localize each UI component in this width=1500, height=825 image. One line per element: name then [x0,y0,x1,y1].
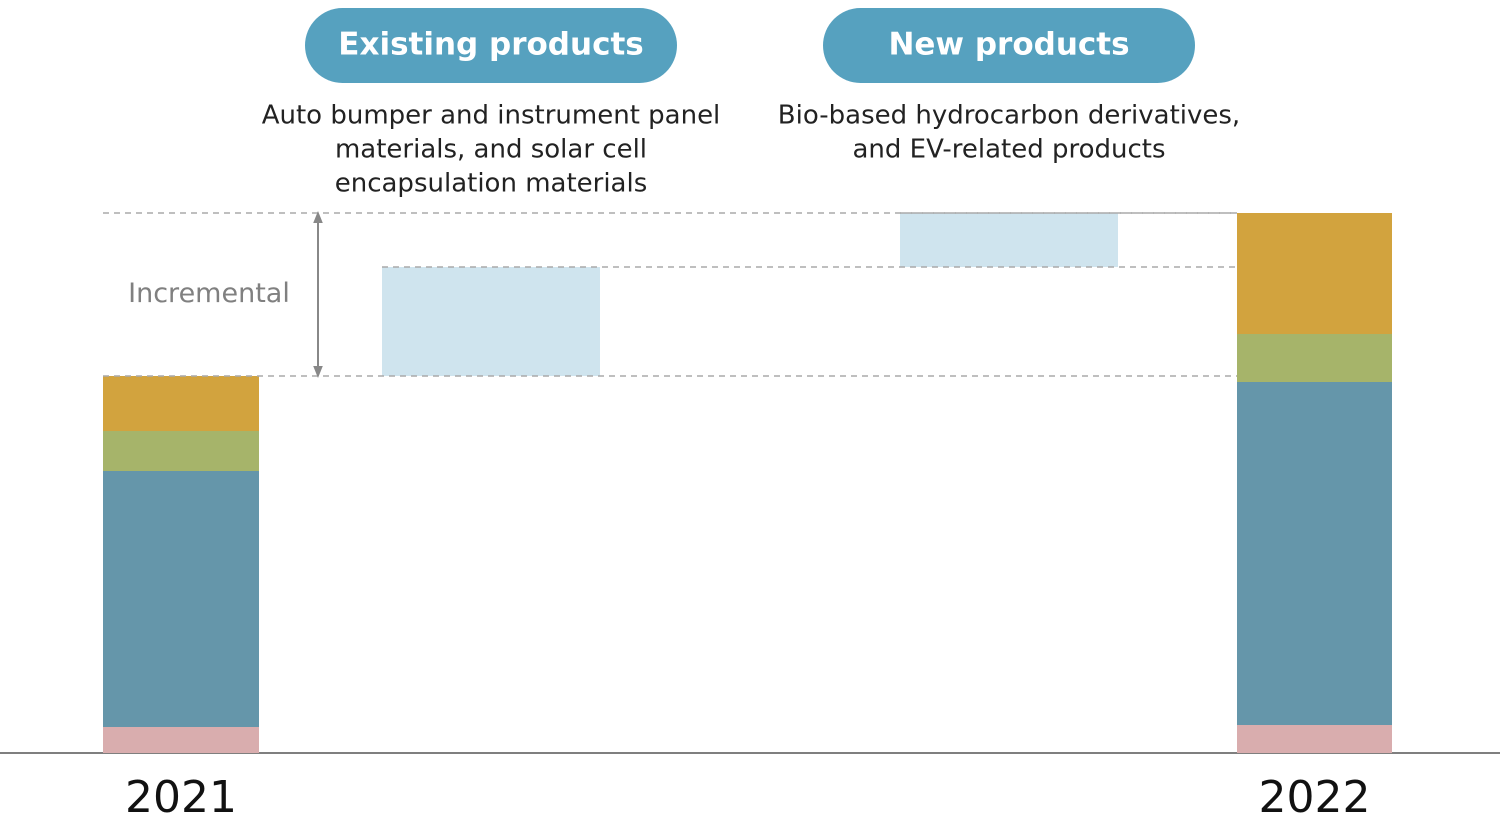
category-label: Existing products [338,27,643,63]
stack-segment [103,727,259,753]
annotation: Incremental [128,278,290,309]
stack-segment [103,471,259,727]
category-description: Auto bumper and instrument panel [262,101,721,131]
category-description: Bio-based hydrocarbon derivatives, [778,101,1240,131]
stack-segment [103,431,259,471]
stack-segment [1237,725,1392,753]
category-description: materials, and solar cell [335,135,647,165]
category-description: encapsulation materials [335,169,648,199]
category-pill [305,8,677,83]
x-tick-label: 2022 [1259,772,1371,823]
increment-bar [382,267,600,376]
stack-segment [1237,213,1392,334]
stack-segment [1237,334,1392,382]
x-tick-label: 2021 [125,772,237,823]
category-label: New products [888,27,1129,63]
stack-segment [1237,382,1392,725]
stack-segment [103,376,259,431]
category-pill [823,8,1195,83]
category-description: and EV-related products [852,135,1165,165]
increment-bar [900,213,1118,267]
